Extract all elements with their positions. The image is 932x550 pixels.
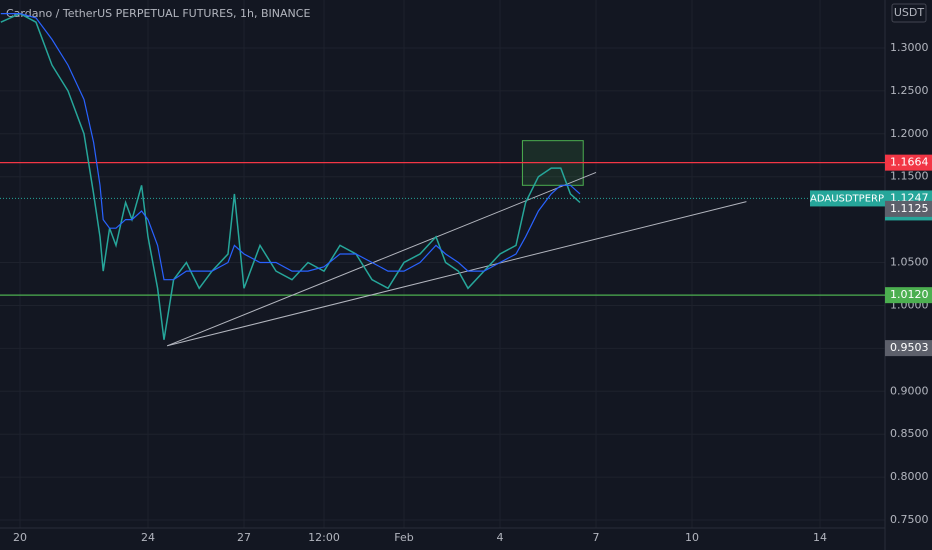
x-tick-label: 14	[813, 531, 827, 544]
chart-title: Cardano / TetherUS PERPETUAL FUTURES, 1h…	[6, 7, 310, 20]
y-tick-label: 1.2500	[890, 84, 929, 97]
x-tick-label: 10	[685, 531, 699, 544]
y-tick-label: 0.7500	[890, 513, 929, 526]
symbol-label: ADAUSDTPERP	[810, 193, 884, 204]
x-tick-label: 20	[13, 531, 27, 544]
price-label-box	[885, 200, 932, 217]
y-tick-label: 0.9000	[890, 384, 929, 397]
trendline	[167, 201, 747, 347]
y-tick-label: 1.2000	[890, 127, 929, 140]
x-tick-label: 24	[141, 531, 155, 544]
currency: USDT	[894, 6, 925, 19]
trendline	[167, 171, 597, 347]
price-line	[0, 13, 581, 281]
x-tick-label: 7	[593, 531, 600, 544]
price-label-box	[885, 340, 932, 357]
price-label: 1.1125	[890, 202, 929, 215]
currency-box[interactable]	[891, 3, 927, 23]
price-line	[0, 12, 581, 340]
x-tick-label: 4	[497, 531, 504, 544]
y-tick-label: 0.8500	[890, 427, 929, 440]
y-tick-label: 0.8000	[890, 470, 929, 483]
symbol-box	[810, 190, 885, 207]
level-label: 1.0120	[890, 288, 929, 301]
plot	[0, 0, 885, 528]
level-label-box	[885, 287, 932, 304]
x-tick-label: 27	[237, 531, 251, 544]
price-label: 0.9503	[890, 341, 929, 354]
y-tick-label: 1.1500	[890, 170, 929, 183]
level-label: 1.1664	[890, 156, 929, 169]
x-tick-label: Feb	[394, 531, 413, 544]
y-tick-label: 1.3000	[890, 41, 929, 54]
level-label-box	[885, 154, 932, 171]
x-tick-label: 12:00	[308, 531, 340, 544]
y-tick-label: 1.0500	[890, 256, 929, 269]
